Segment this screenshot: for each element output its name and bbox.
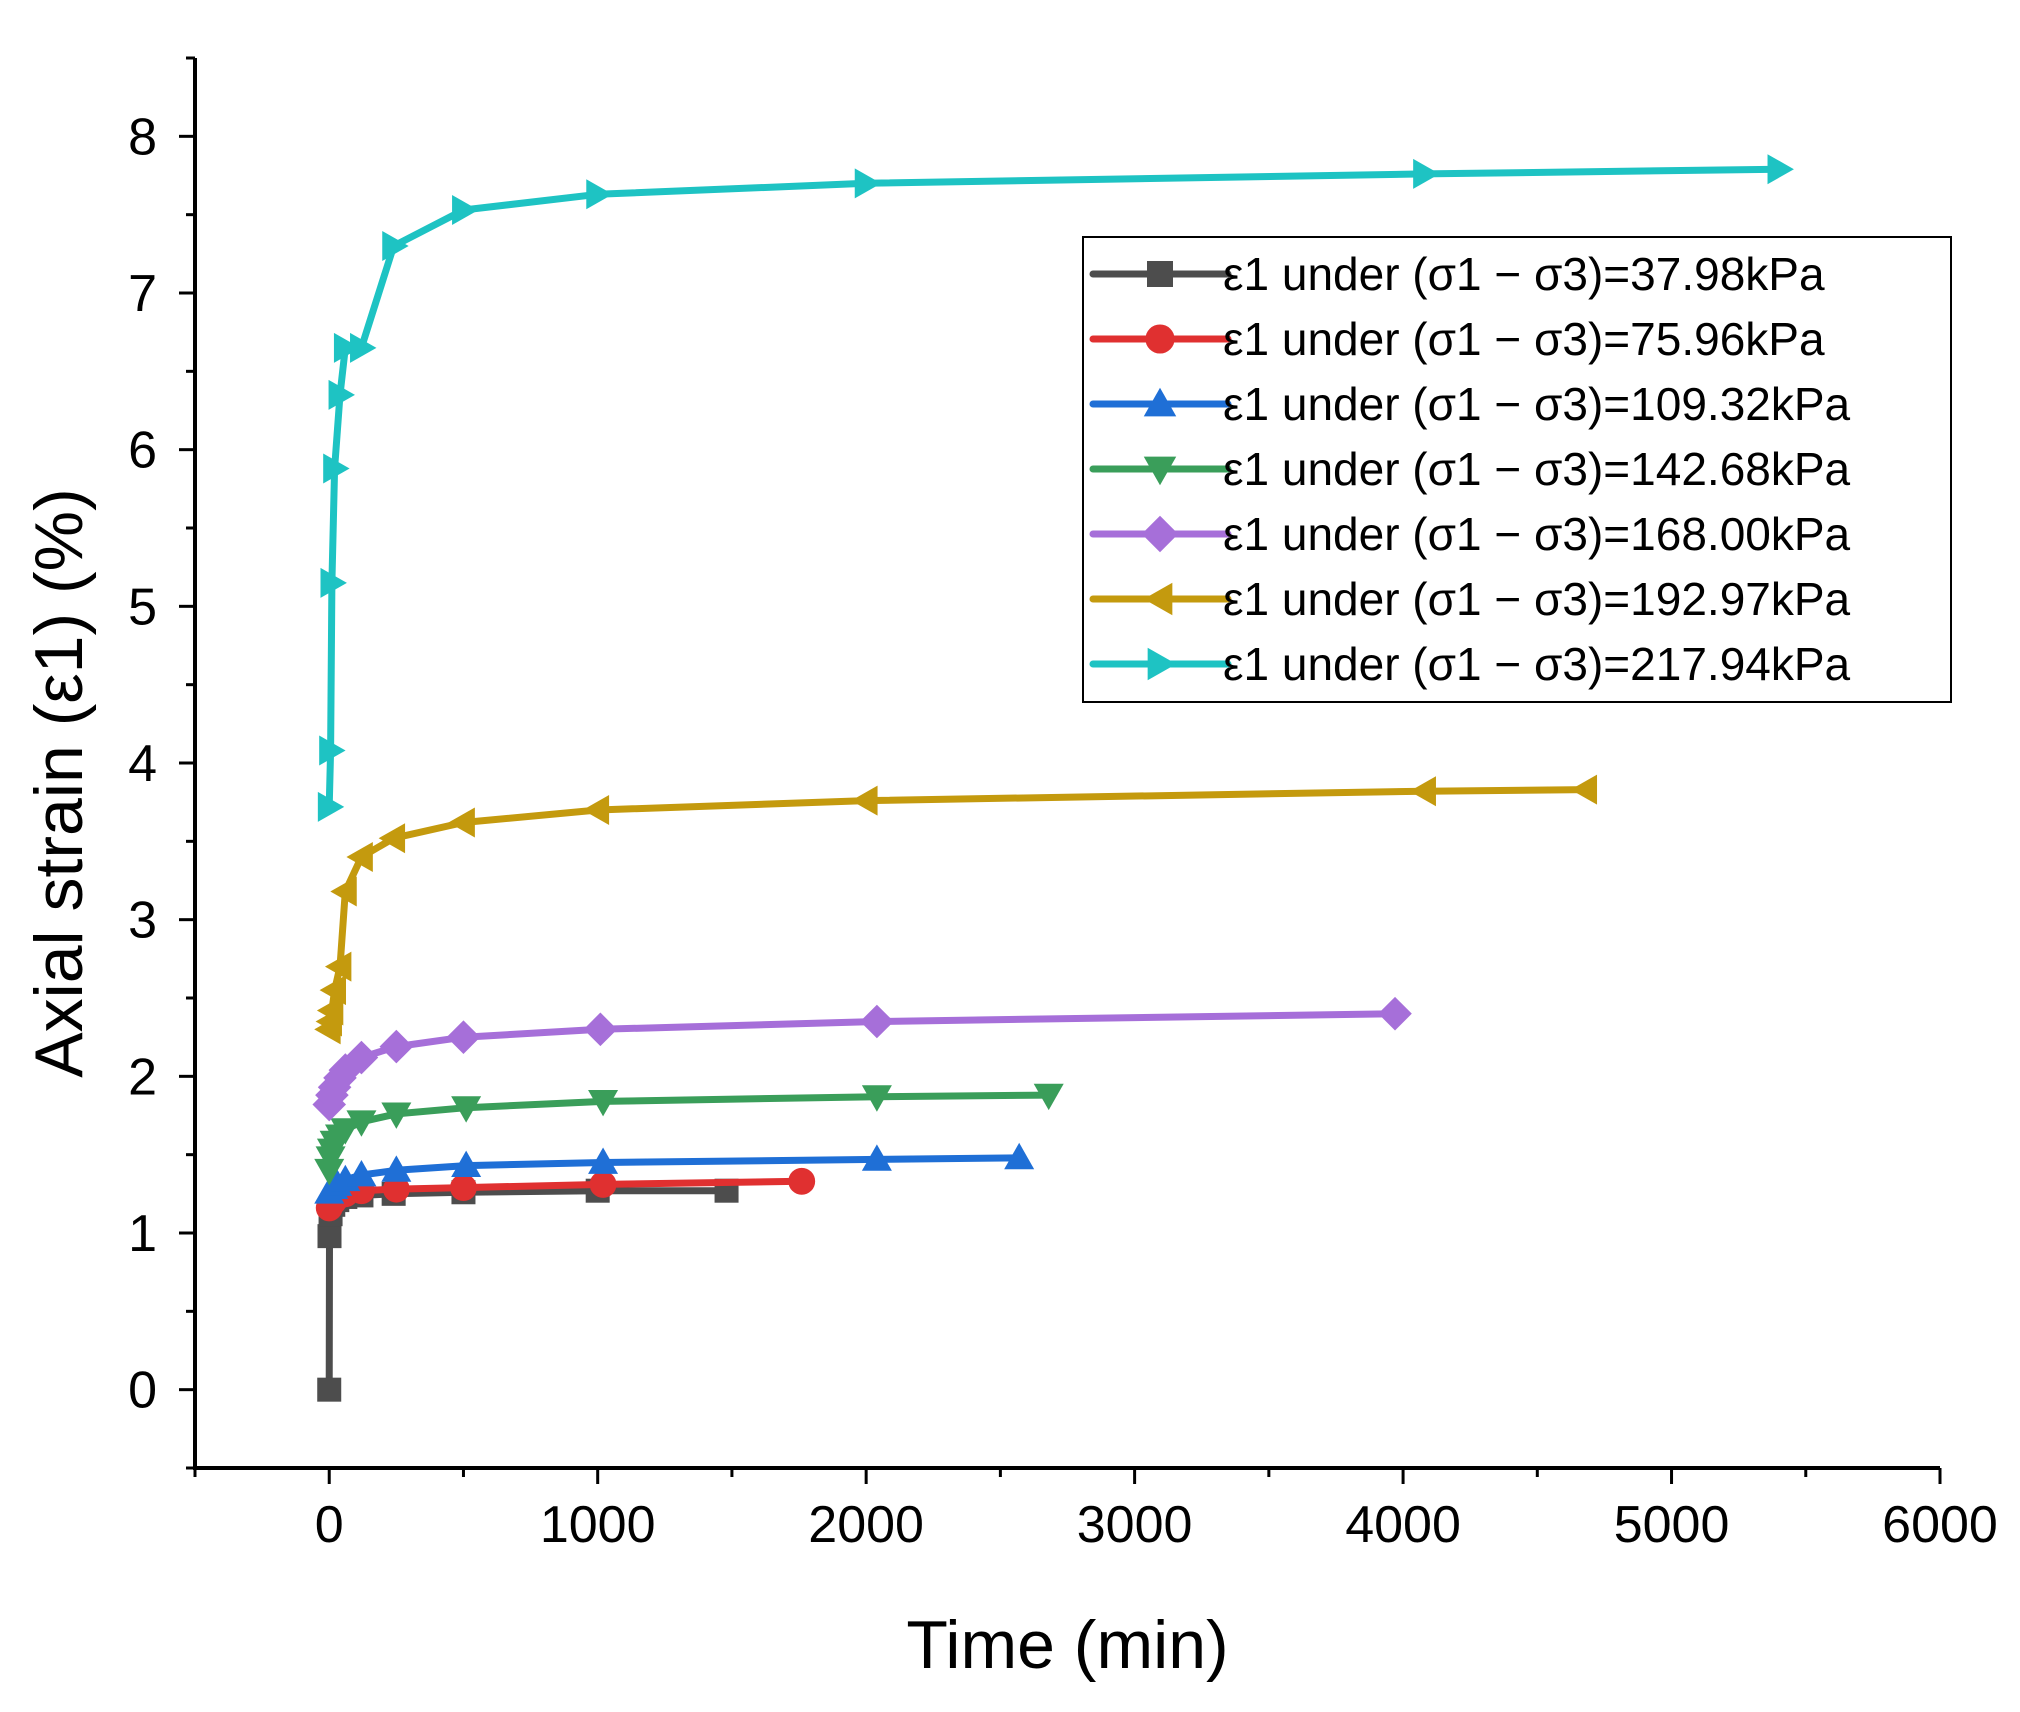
data-point (788, 1167, 816, 1195)
data-point (330, 876, 357, 907)
y-tick-label: 0 (128, 1362, 157, 1420)
x-tick-label: 4000 (1345, 1496, 1461, 1554)
series-4 (314, 1083, 1064, 1186)
y-tick-label: 7 (128, 265, 157, 323)
data-point (451, 1150, 482, 1178)
legend-swatch-marker (1143, 582, 1173, 616)
data-point (860, 1004, 894, 1039)
y-tick-label: 4 (128, 735, 157, 793)
legend-swatch-marker (1143, 456, 1177, 486)
data-point (324, 951, 352, 982)
legend-label: ε1 under (σ1 − σ3)=168.00kPa (1223, 508, 1851, 560)
data-point (316, 995, 344, 1026)
series-layer (312, 154, 1794, 1402)
legend-label: ε1 under (σ1 − σ3)=217.94kPa (1223, 638, 1851, 690)
data-point (588, 1090, 619, 1117)
data-point (448, 807, 475, 838)
axes: 0 1000 2000 3000 4000 5000 6000 0 1 2 3 4 5 6 7 8 (128, 56, 1998, 1554)
data-point (379, 1029, 414, 1064)
x-tick-label: 6000 (1882, 1496, 1998, 1554)
data-point (317, 1224, 342, 1249)
y-tick-label: 2 (128, 1048, 157, 1106)
data-point (378, 823, 406, 854)
data-point (350, 332, 377, 363)
data-point (320, 567, 347, 598)
legend-item: ε1 under (σ1 − σ3)=168.00kPa (1089, 508, 1851, 560)
data-point (330, 1118, 361, 1145)
legend-label: ε1 under (σ1 − σ3)=75.96kPa (1223, 313, 1825, 365)
y-axis-title: Axial strain (ε1) (%) (21, 488, 97, 1078)
data-point (317, 1377, 342, 1402)
data-point (317, 791, 345, 822)
data-point (854, 168, 882, 199)
legend-swatch-marker (1147, 647, 1177, 681)
data-point (1004, 1142, 1035, 1170)
data-point (382, 1175, 410, 1203)
legend-swatch-marker (1147, 261, 1173, 287)
data-point (446, 1020, 481, 1054)
data-point (1413, 158, 1440, 189)
data-point (861, 1144, 892, 1171)
x-tick-label: 2000 (808, 1496, 924, 1554)
data-point (589, 1170, 617, 1198)
data-point (588, 1147, 619, 1174)
series-6 (314, 774, 1598, 1045)
data-point (314, 1158, 345, 1186)
series-5 (312, 996, 1412, 1122)
data-point (1570, 774, 1598, 805)
x-tick-label: 1000 (540, 1496, 656, 1554)
data-point (1409, 776, 1436, 807)
legend-label: ε1 under (σ1 − σ3)=142.68kPa (1223, 443, 1851, 495)
legend-swatch-marker (1145, 324, 1175, 354)
data-point (319, 975, 346, 1006)
data-point (452, 194, 479, 225)
x-tick-label: 0 (315, 1496, 344, 1554)
x-tick-label: 3000 (1077, 1496, 1193, 1554)
data-point (1767, 154, 1794, 185)
legend-swatch-marker (1141, 515, 1179, 553)
data-point (346, 842, 373, 872)
legend-item: ε1 under (σ1 − σ3)=37.98kPa (1089, 248, 1825, 300)
legend-item: ε1 under (σ1 − σ3)=75.96kPa (1089, 313, 1825, 365)
y-tick-label: 5 (128, 578, 157, 636)
legend-item: ε1 under (σ1 − σ3)=217.94kPa (1089, 638, 1851, 690)
data-point (333, 332, 361, 363)
data-point (451, 1096, 482, 1123)
legend-label: ε1 under (σ1 − σ3)=109.32kPa (1223, 378, 1851, 430)
y-tick-label: 8 (128, 108, 157, 166)
data-point (381, 1155, 412, 1182)
legend: ε1 under (σ1 − σ3)=37.98kPa ε1 under (σ1 … (1082, 236, 1952, 703)
legend-label: ε1 under (σ1 − σ3)=37.98kPa (1223, 248, 1825, 300)
data-point (344, 1040, 379, 1075)
legend-label: ε1 under (σ1 − σ3)=192.97kPa (1223, 573, 1851, 625)
data-point (381, 1102, 412, 1129)
x-axis-title: Time (min) (906, 1607, 1228, 1683)
data-point (586, 179, 613, 210)
legend-item: ε1 under (σ1 − σ3)=142.68kPa (1089, 443, 1851, 495)
data-point (583, 1012, 618, 1047)
x-tick-label: 5000 (1614, 1496, 1730, 1554)
data-point (346, 1110, 377, 1137)
data-point (328, 379, 355, 410)
data-point (382, 231, 409, 261)
data-point (1033, 1083, 1064, 1111)
data-point (319, 735, 346, 766)
y-tick-label: 6 (128, 422, 157, 480)
data-point (851, 785, 878, 816)
series-7 (317, 154, 1794, 822)
y-tick-label: 3 (128, 892, 157, 950)
data-point (1378, 996, 1412, 1031)
data-point (582, 795, 610, 825)
series-3 (314, 1142, 1035, 1204)
data-point (861, 1085, 892, 1112)
data-point (346, 1160, 377, 1187)
legend-item: ε1 under (σ1 − σ3)=192.97kPa (1089, 573, 1851, 625)
legend-item: ε1 under (σ1 − σ3)=109.32kPa (1089, 378, 1851, 430)
data-point (323, 453, 350, 484)
y-tick-label: 1 (128, 1205, 157, 1263)
data-point (450, 1174, 477, 1202)
legend-swatch-marker (1143, 387, 1177, 417)
